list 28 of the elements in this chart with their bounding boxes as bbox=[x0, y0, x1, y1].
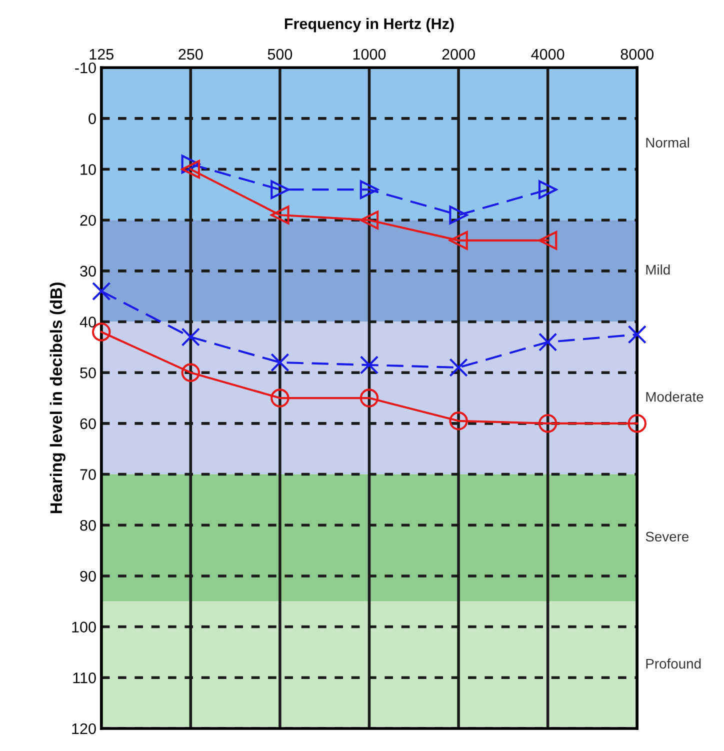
y-tick-label: 0 bbox=[88, 113, 96, 124]
band-label: Moderate bbox=[646, 392, 704, 402]
band-label: Normal bbox=[646, 137, 689, 148]
y-tick-label: 60 bbox=[80, 418, 96, 430]
y-tick-label: 100 bbox=[72, 622, 96, 632]
y-tick-label: 90 bbox=[80, 570, 96, 582]
y-tick-label: 50 bbox=[80, 367, 96, 378]
x-tick-label: 1000 bbox=[353, 48, 386, 60]
band-label: Mild bbox=[646, 264, 670, 275]
y-tick-label: 20 bbox=[80, 214, 96, 226]
x-tick-label: 500 bbox=[268, 48, 292, 60]
x-tick-label: 2000 bbox=[442, 48, 475, 60]
x-tick-label: 8000 bbox=[620, 48, 654, 60]
y-tick-label: -10 bbox=[75, 62, 96, 74]
x-axis-title: Frequency in Hertz (Hz) bbox=[284, 18, 454, 32]
x-tick-label: 4000 bbox=[531, 48, 564, 60]
y-tick-label: 120 bbox=[72, 723, 96, 734]
y-tick-label: 70 bbox=[80, 469, 96, 480]
y-tick-label: 80 bbox=[80, 520, 96, 531]
y-tick-label: 110 bbox=[73, 672, 96, 684]
y-tick-label: 40 bbox=[80, 316, 96, 328]
y-tick-label: 30 bbox=[80, 266, 96, 277]
y-axis-title: Hearing level in decibels (dB) bbox=[50, 282, 66, 514]
y-tick-label: 10 bbox=[80, 164, 96, 175]
band-label: Profound bbox=[646, 658, 701, 669]
x-tick-label: 250 bbox=[178, 48, 203, 60]
x-tick-label: 125 bbox=[90, 48, 114, 60]
band-label: Severe bbox=[646, 532, 689, 542]
